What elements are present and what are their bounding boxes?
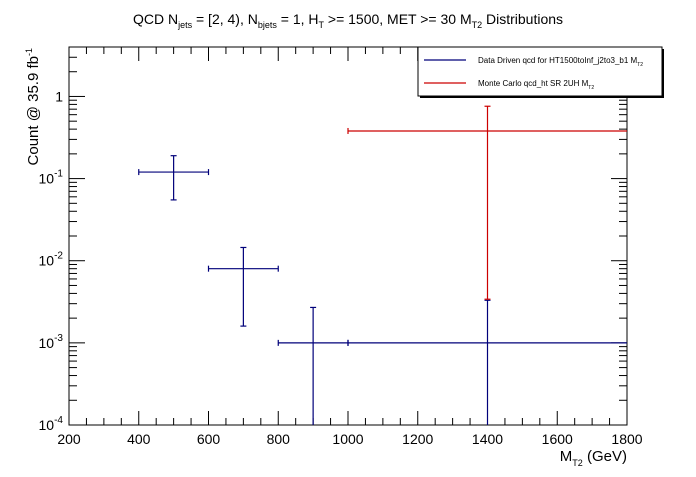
data-point — [347, 105, 627, 300]
chart-title: QCD Njets = [2, 4), Nbjets = 1, HT >= 15… — [133, 11, 563, 30]
y-tick-label: 10-4 — [39, 415, 64, 433]
legend-label: Monte Carlo qcd_ht SR 2UH MT2 — [478, 79, 594, 91]
y-axis-label: Count @ 35.9 fb-1 — [24, 48, 42, 165]
data-point — [138, 155, 210, 201]
x-tick-label: 200 — [57, 431, 81, 447]
legend-entry: Monte Carlo qcd_ht SR 2UH MT2 — [424, 79, 594, 91]
x-tick-label: 400 — [127, 431, 151, 447]
x-tick-label: 1800 — [611, 431, 642, 447]
x-tick-label: 1400 — [472, 431, 503, 447]
y-tick-label: 1 — [55, 88, 63, 104]
series-2 — [347, 105, 627, 300]
data-point — [207, 246, 279, 327]
legend-label: Data Driven qcd for HT1500toInf_j2to3_b1… — [478, 56, 643, 68]
data-point — [277, 306, 349, 425]
legend-entry: Data Driven qcd for HT1500toInf_j2to3_b1… — [424, 56, 643, 68]
data-point — [347, 299, 627, 425]
x-tick-label: 800 — [267, 431, 291, 447]
legend: Data Driven qcd for HT1500toInf_j2to3_b1… — [417, 46, 664, 98]
x-tick-label: 600 — [197, 431, 221, 447]
x-axis-label: MT2 (GeV) — [560, 448, 627, 468]
legend-box — [417, 46, 663, 97]
axes — [68, 46, 628, 426]
y-tick-label: 10-1 — [39, 169, 64, 187]
y-tick-label: 10-3 — [39, 333, 64, 351]
y-tick-label: 10-2 — [39, 251, 64, 269]
x-tick-label: 1200 — [402, 431, 433, 447]
x-tick-label: 1600 — [542, 431, 573, 447]
series-1 — [138, 155, 627, 425]
labels: 200 400 600 800 1000 1200 1400 1600 1800 10-4 10-3… — [24, 11, 643, 468]
x-tick-label: 1000 — [332, 431, 363, 447]
series — [138, 105, 627, 425]
